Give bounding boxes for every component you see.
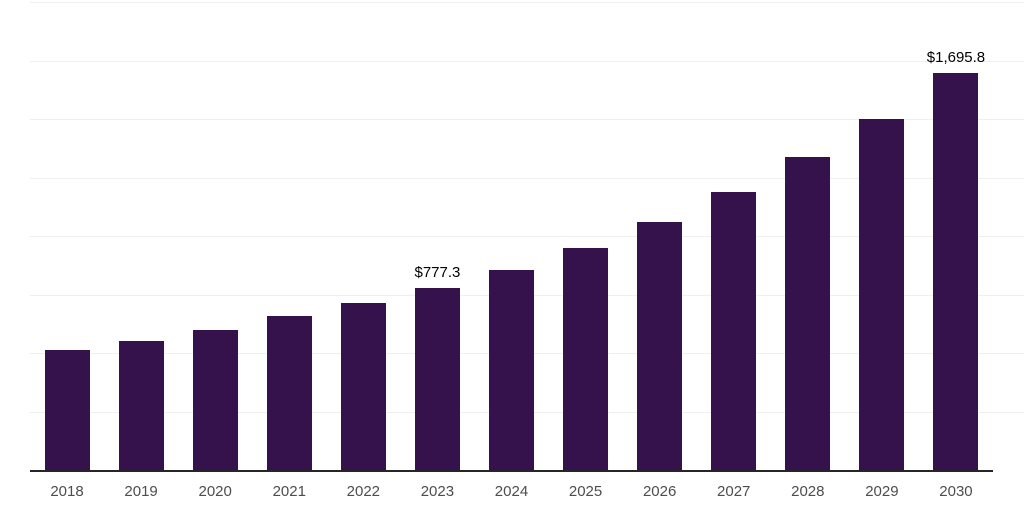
bar[interactable] bbox=[785, 157, 831, 470]
bar[interactable] bbox=[933, 73, 979, 470]
gridline bbox=[30, 177, 1024, 179]
gridline bbox=[30, 119, 1024, 120]
bar[interactable] bbox=[414, 288, 460, 470]
x-axis-tick-label: 2018 bbox=[50, 483, 84, 500]
gridline bbox=[30, 2, 1024, 3]
bar[interactable] bbox=[340, 302, 386, 470]
x-axis-tick-label: 2021 bbox=[272, 483, 306, 500]
x-axis-tick-label: 2022 bbox=[346, 483, 381, 500]
x-axis-tick-label: 2025 bbox=[568, 483, 603, 500]
x-axis-tick-label: 2019 bbox=[124, 483, 158, 500]
gridline bbox=[30, 236, 1024, 237]
bar[interactable] bbox=[44, 350, 90, 470]
bar[interactable] bbox=[711, 191, 757, 470]
x-axis-tick-label: 2020 bbox=[198, 483, 232, 500]
data-label: $777.3 bbox=[414, 264, 461, 282]
bar[interactable] bbox=[192, 330, 238, 470]
bar[interactable] bbox=[563, 248, 609, 470]
bar[interactable] bbox=[637, 222, 683, 470]
x-axis-tick-label: 2027 bbox=[717, 483, 751, 500]
bar[interactable] bbox=[859, 118, 905, 470]
x-axis-tick-label: 2026 bbox=[642, 483, 677, 500]
bar[interactable] bbox=[266, 316, 312, 470]
bar[interactable] bbox=[118, 340, 164, 470]
data-label: $1,695.8 bbox=[926, 49, 986, 67]
x-axis-tick-label: 2023 bbox=[420, 483, 455, 500]
x-axis-tick-label: 2029 bbox=[865, 483, 899, 500]
bar[interactable] bbox=[489, 270, 534, 470]
x-axis-tick-label: 2030 bbox=[939, 483, 973, 500]
x-axis-tick-label: 2024 bbox=[494, 483, 529, 500]
gridline bbox=[30, 60, 1024, 62]
x-axis-line bbox=[30, 470, 993, 472]
x-axis-tick-label: 2028 bbox=[791, 483, 825, 500]
